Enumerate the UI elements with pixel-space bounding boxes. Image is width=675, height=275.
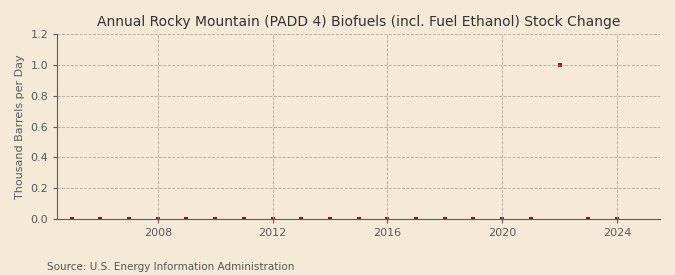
Text: Source: U.S. Energy Information Administration: Source: U.S. Energy Information Administ… (47, 262, 294, 272)
Y-axis label: Thousand Barrels per Day: Thousand Barrels per Day (15, 54, 25, 199)
Title: Annual Rocky Mountain (PADD 4) Biofuels (incl. Fuel Ethanol) Stock Change: Annual Rocky Mountain (PADD 4) Biofuels … (97, 15, 620, 29)
